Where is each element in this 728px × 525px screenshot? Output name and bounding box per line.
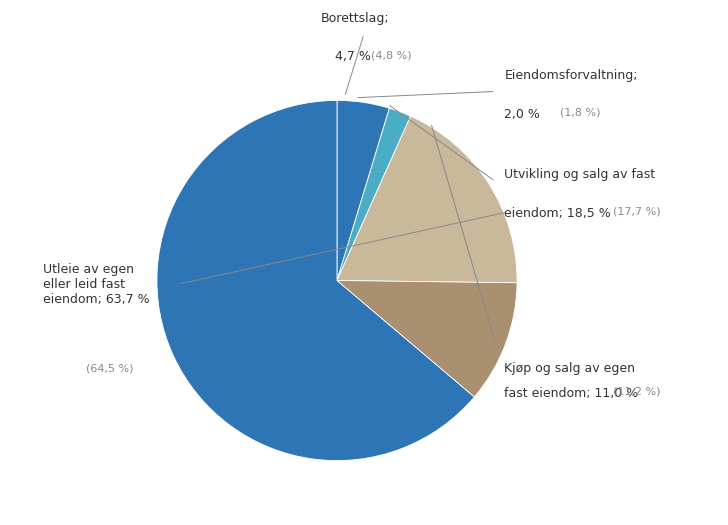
Wedge shape <box>157 100 474 460</box>
Text: eiendom; 18,5 %: eiendom; 18,5 % <box>505 207 615 219</box>
Text: (1,8 %): (1,8 %) <box>561 108 601 118</box>
Text: 4,7 %: 4,7 % <box>335 50 375 63</box>
Text: (17,7 %): (17,7 %) <box>612 207 660 217</box>
Text: Utvikling og salg av fast: Utvikling og salg av fast <box>505 169 656 182</box>
Text: Kjøp og salg av egen: Kjøp og salg av egen <box>505 362 636 374</box>
Text: 2,0 %: 2,0 % <box>505 108 545 121</box>
Wedge shape <box>337 116 517 283</box>
Text: fast eiendom; 11,0 %: fast eiendom; 11,0 % <box>505 387 643 400</box>
Wedge shape <box>337 100 389 280</box>
Wedge shape <box>337 280 517 397</box>
Text: (11,2 %): (11,2 %) <box>612 387 660 397</box>
Wedge shape <box>337 108 411 280</box>
Text: Eiendomsforvaltning;: Eiendomsforvaltning; <box>505 69 638 82</box>
Text: (64,5 %): (64,5 %) <box>87 363 134 373</box>
Text: Borettslag;: Borettslag; <box>320 12 389 25</box>
Text: Utleie av egen
eller leid fast
eiendom; 63,7 %: Utleie av egen eller leid fast eiendom; … <box>44 262 150 306</box>
Text: (4,8 %): (4,8 %) <box>371 50 411 60</box>
